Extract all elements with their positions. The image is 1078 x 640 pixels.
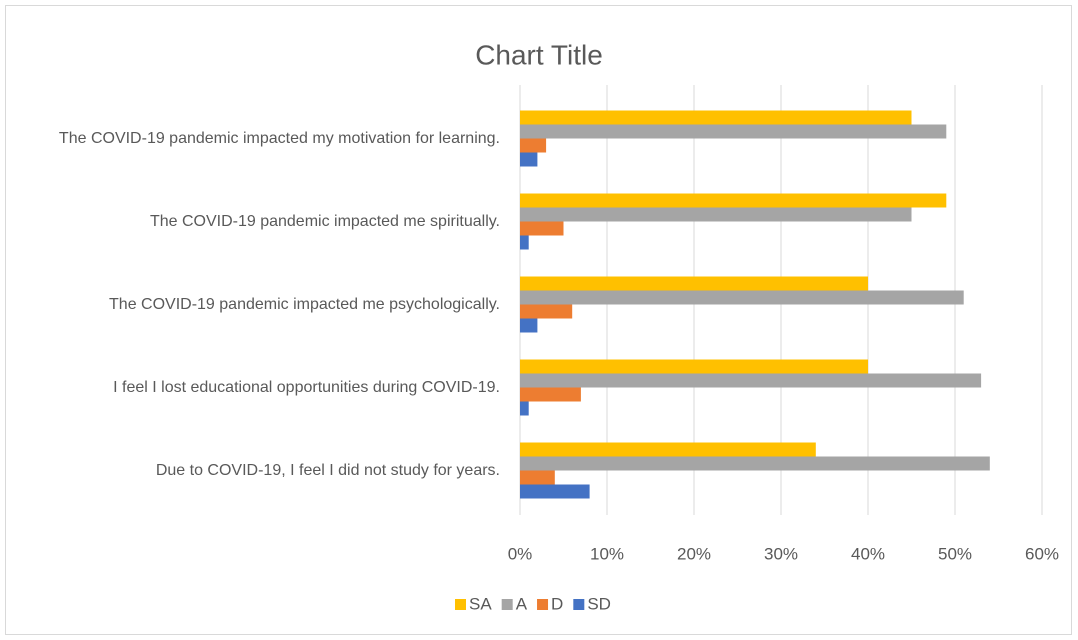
x-tick-label: 10% bbox=[590, 544, 624, 563]
bar bbox=[520, 152, 538, 167]
x-tick-label: 50% bbox=[938, 544, 972, 563]
bar bbox=[520, 373, 982, 388]
bar bbox=[520, 470, 555, 485]
legend-label: A bbox=[516, 594, 528, 613]
legend-swatch bbox=[501, 599, 513, 610]
category-label: The COVID-19 pandemic impacted me psycho… bbox=[109, 295, 500, 313]
x-tick-label: 60% bbox=[1025, 544, 1059, 563]
bar bbox=[520, 456, 990, 471]
bar bbox=[520, 124, 947, 139]
bar bbox=[520, 276, 868, 291]
bar bbox=[520, 359, 868, 374]
category-label: I feel I lost educational opportunities … bbox=[113, 378, 500, 396]
bar bbox=[520, 193, 947, 208]
chart-title: Chart Title bbox=[475, 39, 603, 70]
category-label: The COVID-19 pandemic impacted me spirit… bbox=[149, 212, 500, 230]
x-tick-label: 0% bbox=[508, 544, 533, 563]
x-tick-label: 30% bbox=[764, 544, 798, 563]
legend-swatch bbox=[537, 599, 549, 610]
category-label: Due to COVID-19, I feel I did not study … bbox=[155, 461, 500, 479]
bar bbox=[520, 442, 816, 457]
bar bbox=[520, 401, 529, 416]
bar bbox=[520, 387, 581, 402]
bar bbox=[520, 110, 912, 125]
bar bbox=[520, 304, 573, 319]
legend-swatch bbox=[455, 599, 466, 610]
bar bbox=[520, 484, 590, 499]
bar bbox=[520, 235, 529, 250]
legend-swatch bbox=[573, 599, 585, 610]
legend-label: D bbox=[551, 594, 563, 613]
legend-label: SD bbox=[587, 594, 611, 613]
bar bbox=[520, 207, 912, 222]
bar bbox=[520, 138, 547, 153]
chart-border bbox=[5, 5, 1072, 635]
x-tick-label: 20% bbox=[677, 544, 711, 563]
category-label: The COVID-19 pandemic impacted my motiva… bbox=[58, 129, 500, 147]
bar bbox=[520, 221, 564, 236]
bar bbox=[520, 318, 538, 333]
x-tick-label: 40% bbox=[851, 544, 885, 563]
bar bbox=[520, 290, 964, 305]
legend-label: SA bbox=[469, 594, 492, 613]
